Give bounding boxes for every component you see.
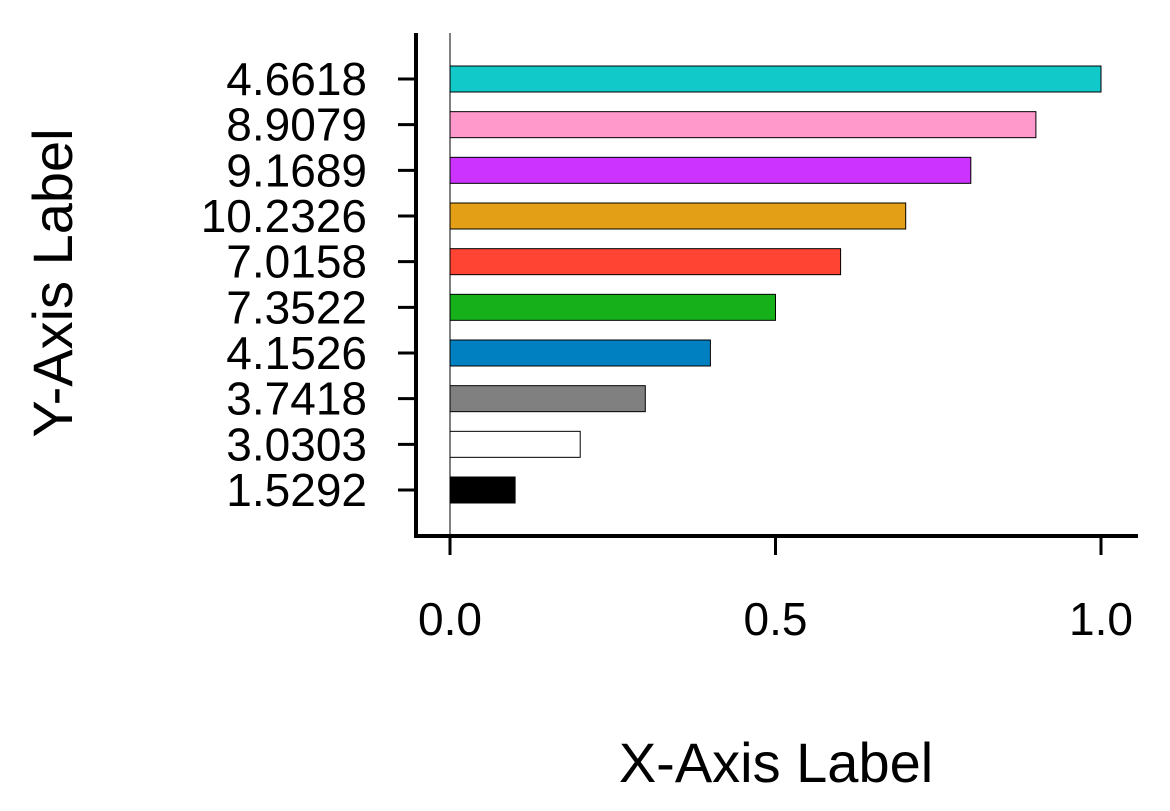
y-tick-label: 4.6618 <box>226 53 367 105</box>
bar-7.0158 <box>449 248 842 276</box>
x-tick-label: 0.5 <box>744 593 808 645</box>
y-tick-label: 7.3522 <box>226 281 367 333</box>
x-tick-label: 0.0 <box>418 593 482 645</box>
bars-group <box>449 65 1102 504</box>
bar-8.9079 <box>449 111 1037 139</box>
y-tick-label: 4.1526 <box>226 327 367 379</box>
x-tick-label: 1.0 <box>1069 593 1133 645</box>
bar-7.3522 <box>449 293 776 321</box>
bar-3.7418 <box>449 385 646 413</box>
bar-4.6618 <box>449 65 1102 93</box>
bar-4.1526 <box>449 339 711 367</box>
bar-3.0303 <box>449 430 581 458</box>
y-axis: 1.52923.03033.74184.15267.35227.015810.2… <box>201 33 418 538</box>
bar-1.5292 <box>449 476 516 504</box>
y-tick-label: 7.0158 <box>226 236 367 288</box>
y-tick-label: 9.1689 <box>226 144 367 196</box>
y-axis-title: Y-Axis Label <box>21 128 84 437</box>
bar-9.1689 <box>449 156 972 184</box>
y-tick-label: 1.5292 <box>226 464 367 516</box>
y-tick-label: 8.9079 <box>226 99 367 151</box>
y-tick-label: 10.2326 <box>201 190 367 242</box>
x-axis-title: X-Axis Label <box>619 731 933 794</box>
y-tick-label: 3.7418 <box>226 373 367 425</box>
x-axis: 0.0 0.5 1.0 <box>414 534 1138 645</box>
y-tick-label: 3.0303 <box>226 418 367 470</box>
bar-10.2326 <box>449 202 907 230</box>
